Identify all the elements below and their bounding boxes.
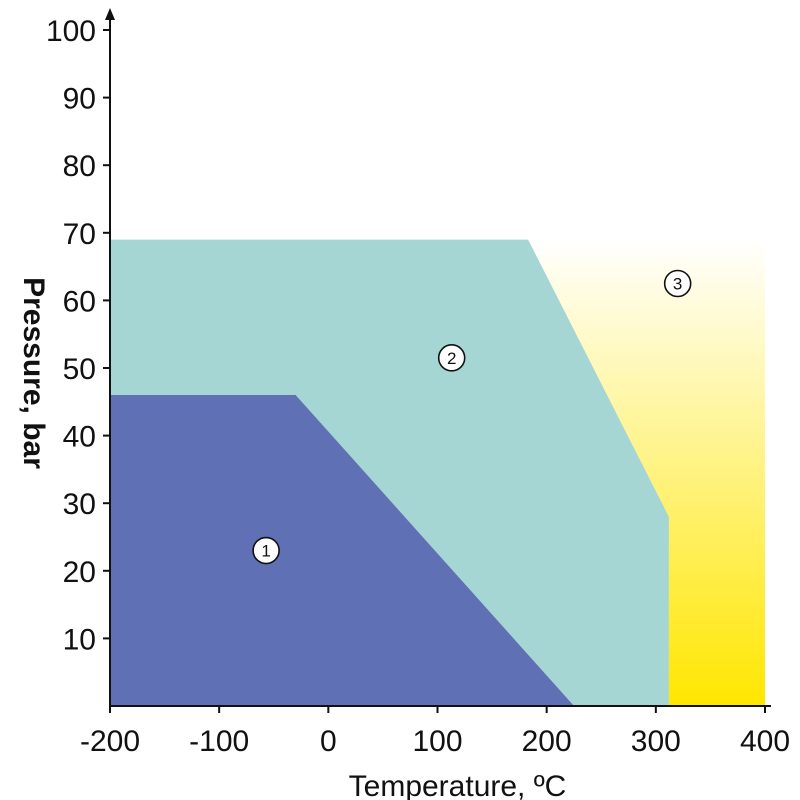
y-tick-label: 20: [63, 556, 96, 589]
region-3: [528, 239, 765, 706]
labels-layer: 3 2 1: [252, 269, 692, 565]
region-label-1: 1: [252, 536, 280, 565]
region-label-text: 3: [673, 275, 682, 294]
region-label-2: 2: [437, 344, 466, 372]
y-tick-label: 80: [63, 150, 96, 183]
region-label-text: 2: [447, 349, 456, 368]
region-label-3: 3: [663, 269, 692, 298]
x-tick-label: 400: [740, 725, 790, 758]
y-tick-label: 60: [63, 285, 96, 318]
y-tick-label: 100: [46, 15, 96, 48]
ticks-layer: -200 -100 0 100 200 300 400 10 20 30 40 50 60 70 80 90 1…: [46, 15, 790, 758]
region-1: [110, 395, 574, 706]
x-tick-label: 200: [522, 725, 572, 758]
y-tick-label: 30: [63, 488, 96, 521]
x-tick-label: -100: [189, 725, 249, 758]
y-tick-label: 90: [63, 83, 96, 116]
region-label-circle: [437, 344, 466, 372]
y-axis-title: Pressure, bar: [17, 277, 50, 469]
y-tick-label: 10: [63, 623, 96, 656]
y-axis-arrow-icon: [105, 8, 115, 20]
y-tick-label: 70: [63, 218, 96, 251]
regions-layer: [110, 239, 765, 706]
x-tick-label: 300: [631, 725, 681, 758]
region-label-circle: [663, 269, 692, 298]
region-label-circle: [252, 536, 280, 565]
x-tick-label: 100: [412, 725, 462, 758]
x-tick-label: 0: [320, 725, 337, 758]
region-label-text: 1: [261, 542, 270, 561]
x-axis-title: Temperature, ºC: [349, 770, 567, 800]
x-tick-label: -200: [80, 725, 140, 758]
y-tick-label: 50: [63, 353, 96, 386]
y-tick-label: 40: [63, 421, 96, 454]
